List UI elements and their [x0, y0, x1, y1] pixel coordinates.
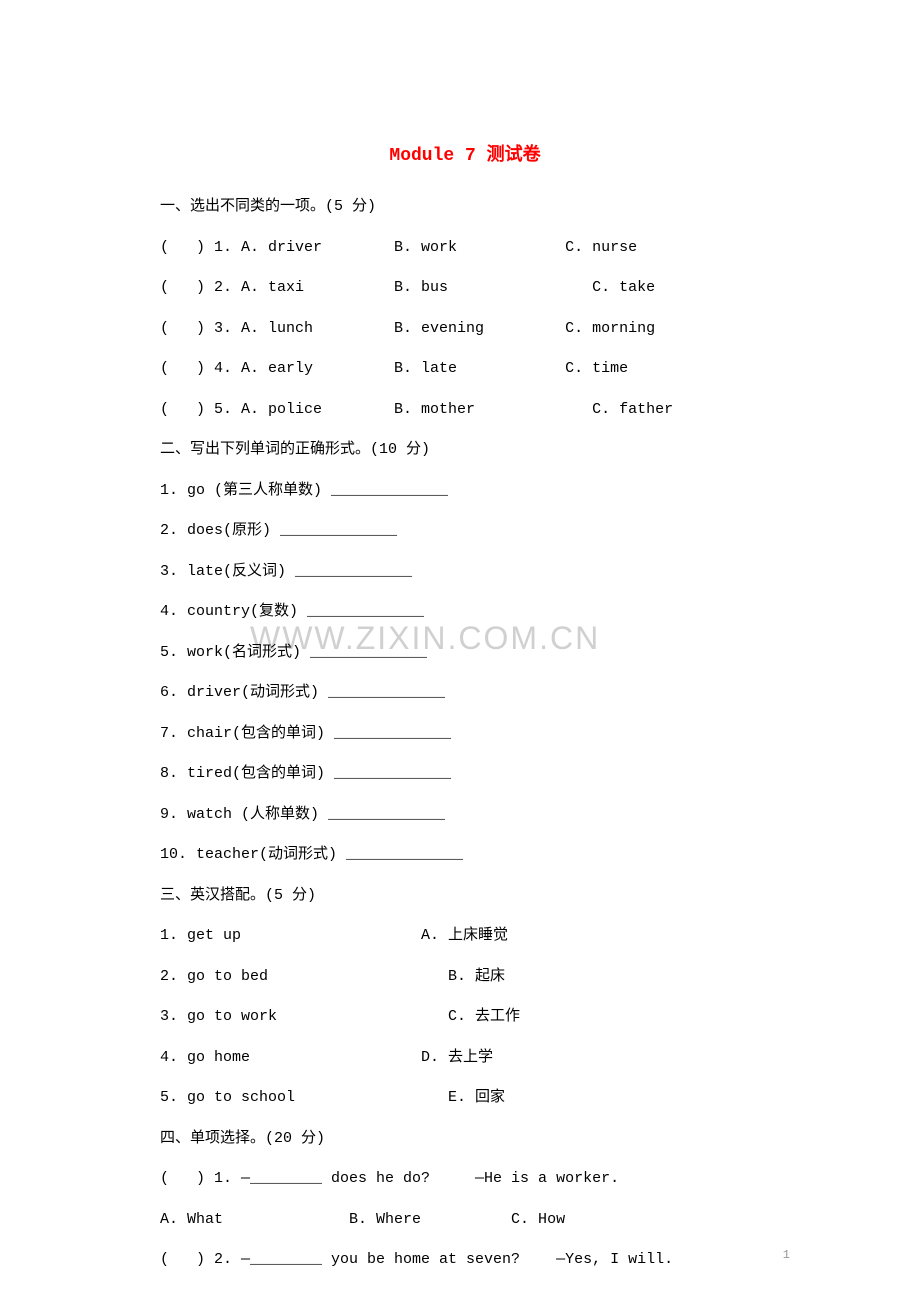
section-1-header: 一、选出不同类的一项。(5 分): [160, 196, 770, 219]
question-3-5: 5. go to school E. 回家: [160, 1087, 770, 1110]
question-2-9: 9. watch (人称单数) _____________: [160, 804, 770, 827]
question-1-2: ( ) 2. A. taxi B. bus C. take: [160, 277, 770, 300]
question-2-6: 6. driver(动词形式) _____________: [160, 682, 770, 705]
question-3-2: 2. go to bed B. 起床: [160, 966, 770, 989]
question-2-10: 10. teacher(动词形式) _____________: [160, 844, 770, 867]
question-3-3: 3. go to work C. 去工作: [160, 1006, 770, 1029]
question-4-1-options: A. What B. Where C. How: [160, 1209, 770, 1232]
section-4-header: 四、单项选择。(20 分): [160, 1128, 770, 1151]
section-2-header: 二、写出下列单词的正确形式。(10 分): [160, 439, 770, 462]
page-number: 1: [783, 1248, 790, 1262]
page-title: Module 7 测试卷: [160, 140, 770, 166]
question-1-3: ( ) 3. A. lunch B. evening C. morning: [160, 318, 770, 341]
question-2-5: 5. work(名词形式) _____________: [160, 642, 770, 665]
section-3-header: 三、英汉搭配。(5 分): [160, 885, 770, 908]
question-2-3: 3. late(反义词) _____________: [160, 561, 770, 584]
question-3-1: 1. get up A. 上床睡觉: [160, 925, 770, 948]
question-4-1: ( ) 1. —________ does he do? —He is a wo…: [160, 1168, 770, 1191]
question-2-1: 1. go (第三人称单数) _____________: [160, 480, 770, 503]
question-1-4: ( ) 4. A. early B. late C. time: [160, 358, 770, 381]
question-4-2: ( ) 2. —________ you be home at seven? —…: [160, 1249, 770, 1272]
question-1-5: ( ) 5. A. police B. mother C. father: [160, 399, 770, 422]
question-2-7: 7. chair(包含的单词) _____________: [160, 723, 770, 746]
question-2-4: 4. country(复数) _____________: [160, 601, 770, 624]
question-2-8: 8. tired(包含的单词) _____________: [160, 763, 770, 786]
question-2-2: 2. does(原形) _____________: [160, 520, 770, 543]
question-1-1: ( ) 1. A. driver B. work C. nurse: [160, 237, 770, 260]
question-3-4: 4. go home D. 去上学: [160, 1047, 770, 1070]
